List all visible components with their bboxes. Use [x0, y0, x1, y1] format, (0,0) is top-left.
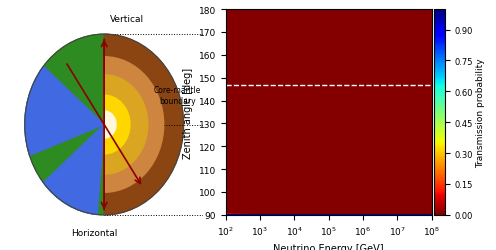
Wedge shape	[104, 112, 116, 138]
Circle shape	[78, 96, 130, 154]
Text: Core-mantle
boundary: Core-mantle boundary	[154, 86, 201, 106]
Y-axis label: Zenith angle [deg]: Zenith angle [deg]	[183, 67, 193, 158]
Circle shape	[45, 58, 164, 192]
Y-axis label: Transmission probability: Transmission probability	[476, 58, 485, 167]
Wedge shape	[104, 58, 164, 192]
Wedge shape	[104, 76, 148, 174]
Text: Horizontal: Horizontal	[71, 228, 118, 237]
X-axis label: Neutrino Energy [GeV]: Neutrino Energy [GeV]	[273, 242, 384, 250]
Wedge shape	[104, 96, 130, 154]
Wedge shape	[25, 35, 104, 215]
Text: Vertical: Vertical	[110, 15, 144, 24]
Wedge shape	[104, 35, 184, 215]
Wedge shape	[43, 125, 104, 215]
Wedge shape	[25, 67, 104, 156]
Circle shape	[92, 112, 116, 138]
Circle shape	[61, 76, 148, 174]
